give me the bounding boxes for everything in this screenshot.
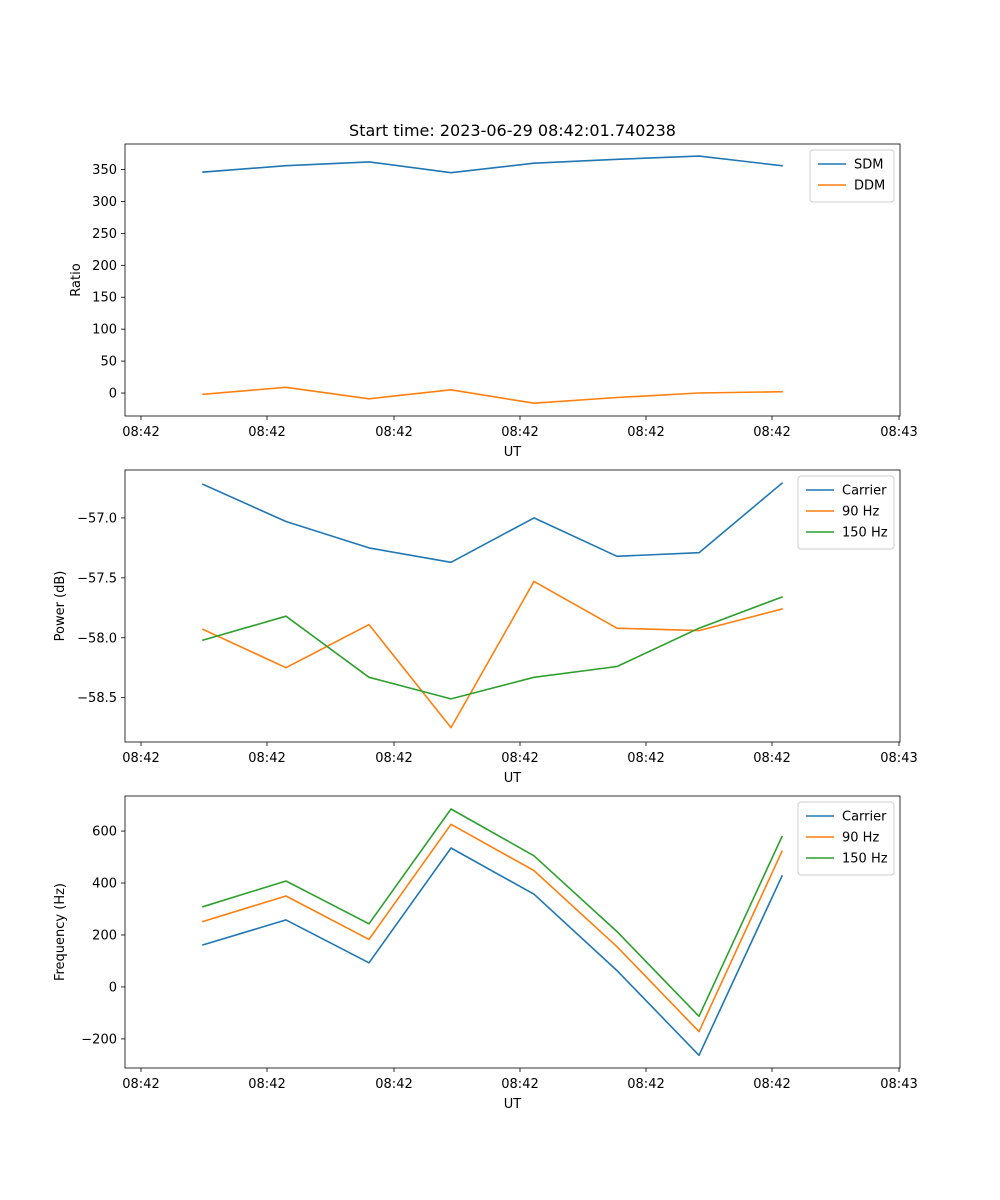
legend-label: 90 Hz	[842, 831, 879, 846]
series-line-sdm	[202, 155, 783, 174]
legend-label: DDM	[854, 179, 885, 194]
chart-panel-2: 08:42 08:42 08:42 08:42 08:42 08:42 08:43 −58.5…	[53, 469, 918, 786]
legend-label: SDM	[854, 158, 883, 173]
y-axis-label: Ratio	[69, 263, 84, 296]
x-tick-label: 08:43	[880, 1077, 917, 1092]
x-tick-label: 08:42	[753, 751, 790, 766]
chart-panel-1: 08:42 08:42 08:42 08:42 08:42 08:42 08:43 0 50 10…	[69, 143, 918, 460]
x-tick-label: 08:42	[122, 751, 159, 766]
x-tick-label: 08:42	[375, 751, 412, 766]
legend-label: 150 Hz	[842, 526, 888, 541]
y-tick-label: −58.0	[77, 631, 117, 646]
chart-title: Start time: 2023-06-29 08:42:01.740238	[349, 121, 676, 140]
y-tick-label: 0	[109, 387, 117, 402]
y-tick-label: 250	[92, 227, 117, 242]
series-line-ddm	[202, 386, 783, 405]
x-axis-label: UT	[504, 445, 522, 460]
series-line-carrier	[201, 482, 784, 564]
x-tick-label: 08:42	[375, 425, 412, 440]
y-tick-label: 350	[92, 163, 117, 178]
legend-label: 150 Hz	[842, 852, 888, 867]
y-axis-label: Power (dB)	[53, 571, 68, 642]
plot-frame	[124, 795, 901, 1069]
y-tick-label: 400	[92, 877, 117, 892]
x-tick-label: 08:42	[501, 751, 538, 766]
x-tick-label: 08:43	[880, 425, 917, 440]
legend-label: Carrier	[842, 484, 887, 499]
y-tick-label: 50	[100, 355, 117, 370]
x-tick-label: 08:42	[375, 1077, 412, 1092]
x-tick-label: 08:42	[122, 425, 159, 440]
chart-panel-3: 08:42 08:42 08:42 08:42 08:42 08:42 08:43 −200 0…	[53, 795, 918, 1112]
plot-frame	[124, 469, 901, 743]
series-line-carrier	[202, 847, 784, 1057]
y-tick-label: 200	[92, 928, 117, 943]
series-line-90-hz	[202, 823, 784, 1033]
legend	[809, 149, 895, 203]
x-tick-label: 08:42	[627, 425, 664, 440]
x-tick-label: 08:42	[248, 751, 285, 766]
x-axis-label: UT	[504, 771, 522, 786]
x-tick-label: 08:42	[501, 1077, 538, 1092]
x-tick-label: 08:42	[122, 1077, 159, 1092]
y-tick-label: 0	[109, 980, 117, 995]
series-line-90-hz	[201, 580, 783, 729]
x-tick-label: 08:42	[627, 751, 664, 766]
x-tick-label: 08:42	[753, 425, 790, 440]
x-tick-label: 08:42	[627, 1077, 664, 1092]
legend-label: 90 Hz	[842, 505, 879, 520]
x-tick-label: 08:42	[753, 1077, 790, 1092]
x-tick-label: 08:42	[501, 425, 538, 440]
y-tick-label: 150	[92, 291, 117, 306]
legend	[797, 801, 895, 876]
y-axis-label: Frequency (Hz)	[53, 883, 68, 981]
x-axis-label: UT	[504, 1097, 522, 1112]
x-tick-label: 08:42	[248, 425, 285, 440]
y-tick-label: 600	[92, 825, 117, 840]
series-line-150-hz	[201, 808, 784, 1018]
y-tick-label: 300	[92, 195, 117, 210]
y-tick-label: −57.5	[77, 571, 117, 586]
y-tick-label: 200	[92, 259, 117, 274]
series-line-150-hz	[202, 595, 784, 700]
legend-label: Carrier	[842, 810, 887, 825]
y-tick-label: −58.5	[77, 691, 117, 706]
y-tick-label: 100	[92, 323, 117, 338]
plot-frame	[124, 143, 901, 417]
x-tick-label: 08:42	[248, 1077, 285, 1092]
x-tick-label: 08:43	[880, 751, 917, 766]
legend	[797, 475, 895, 550]
y-tick-label: −200	[81, 1032, 117, 1047]
y-tick-label: −57.0	[77, 511, 117, 526]
